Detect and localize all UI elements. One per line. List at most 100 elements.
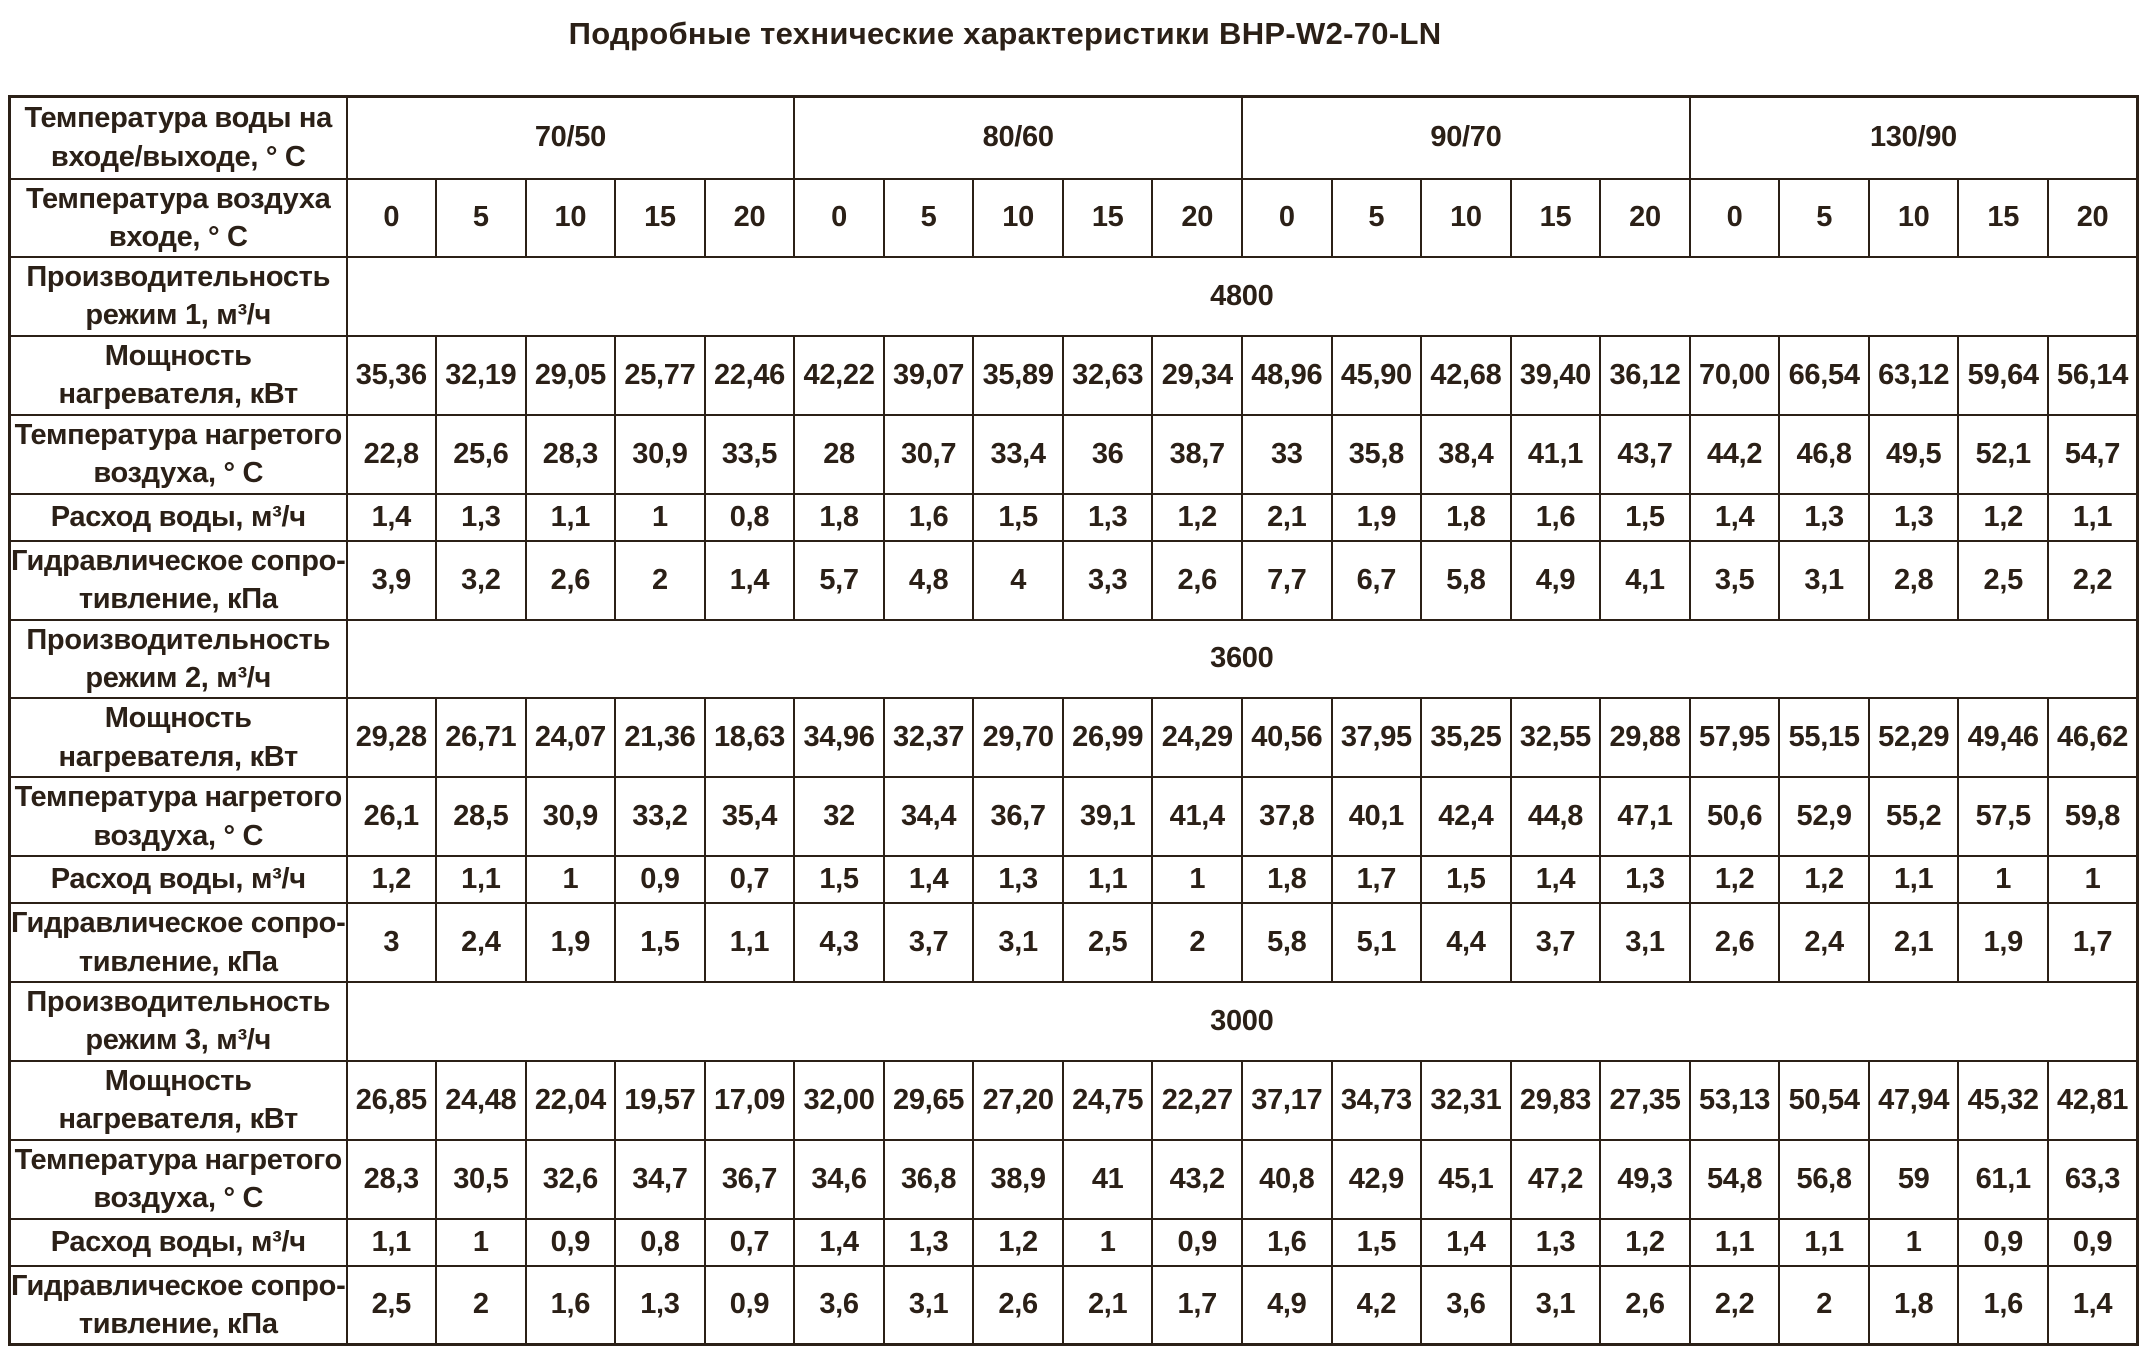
value-cell: 33 [1241, 413, 1333, 495]
row-label-capacity-1: Производительность режим 1, м³/ч [8, 256, 348, 337]
value-cell: 5 [435, 177, 527, 259]
value-cell: 50,54 [1778, 1059, 1870, 1141]
value-cell: 34,73 [1330, 1059, 1423, 1141]
specs-table: Температура воды на входе/выходе, ° С 70… [8, 95, 2140, 1347]
value-cell: 15 [614, 177, 706, 259]
value-cell: 56,14 [2046, 334, 2139, 416]
value-cell: 35,25 [1420, 697, 1512, 779]
value-cell: 1,1 [703, 902, 796, 984]
value-cell: 3,1 [1599, 902, 1691, 984]
value-cell: 1,8 [793, 492, 885, 542]
value-cell: 1,2 [1599, 1217, 1691, 1267]
value-cell: 39,1 [1061, 776, 1154, 858]
water-temp-group-80-60: 80/60 [793, 95, 1244, 180]
value-cell: 0,7 [703, 855, 796, 905]
value-cell: 63,12 [1867, 334, 1960, 416]
value-cell: 1,3 [972, 855, 1064, 905]
value-cell: 66,54 [1778, 334, 1870, 416]
value-cell: 1,1 [1867, 855, 1960, 905]
value-cell: 2,1 [1241, 492, 1333, 542]
value-cell: 37,17 [1241, 1059, 1333, 1141]
value-cell: 52,1 [1957, 413, 2049, 495]
value-cell: 47,94 [1867, 1059, 1960, 1141]
value-cell: 42,81 [2046, 1059, 2139, 1141]
value-cell: 3,6 [793, 1264, 885, 1346]
value-cell: 10 [524, 177, 617, 259]
value-cell: 3,2 [435, 539, 527, 621]
table-row-hydraulic-2: Гидравлическое сопро-тивление, кПа 3 2,4 1… [8, 902, 2139, 984]
value-cell: 1,3 [1778, 492, 1870, 542]
value-cell: 59 [1867, 1138, 1960, 1220]
value-cell: 1 [1957, 855, 2049, 905]
value-cell: 0 [345, 177, 438, 259]
row-label-power-3: Мощность нагревателя, кВт [8, 1059, 348, 1141]
value-cell: 26,85 [345, 1059, 438, 1141]
table-row-power-1: Мощность нагревателя, кВт 35,36 32,19 29,0… [8, 334, 2139, 416]
value-cell: 2,6 [524, 539, 617, 621]
value-cell: 29,05 [524, 334, 617, 416]
value-cell: 46,62 [2046, 697, 2139, 779]
value-cell: 52,29 [1867, 697, 1960, 779]
value-cell: 45,32 [1957, 1059, 2049, 1141]
value-cell: 1,6 [882, 492, 975, 542]
value-cell: 1,2 [1778, 855, 1870, 905]
value-cell: 1,5 [614, 902, 706, 984]
row-label-power-1: Мощность нагревателя, кВт [8, 334, 348, 416]
value-cell: 0,9 [524, 1217, 617, 1267]
value-cell: 21,36 [614, 697, 706, 779]
value-cell: 3,3 [1061, 539, 1154, 621]
value-cell: 35,8 [1330, 413, 1423, 495]
value-cell: 32,00 [793, 1059, 885, 1141]
value-cell: 54,7 [2046, 413, 2139, 495]
value-cell: 2,6 [1151, 539, 1244, 621]
value-cell: 50,6 [1688, 776, 1781, 858]
value-cell: 30,9 [524, 776, 617, 858]
value-cell: 44,8 [1509, 776, 1602, 858]
value-cell: 41,4 [1151, 776, 1244, 858]
value-cell: 24,07 [524, 697, 617, 779]
value-cell: 24,48 [435, 1059, 527, 1141]
value-cell: 3 [345, 902, 438, 984]
value-cell: 57,95 [1688, 697, 1781, 779]
value-cell: 20 [2046, 177, 2139, 259]
value-cell: 30,9 [614, 413, 706, 495]
value-cell: 26,99 [1061, 697, 1154, 779]
row-label-water-flow-3: Расход воды, м³/ч [8, 1217, 348, 1267]
value-cell: 2,5 [1061, 902, 1154, 984]
value-cell: 1,5 [1599, 492, 1691, 542]
water-temp-group-130-90: 130/90 [1688, 95, 2139, 180]
value-cell: 36,8 [882, 1138, 975, 1220]
value-cell: 53,13 [1688, 1059, 1781, 1141]
table-row-water-flow-3: Расход воды, м³/ч 1,1 1 0,9 0,8 0,7 1,4 1,3 1,2… [8, 1217, 2139, 1267]
capacity-value-2: 3600 [345, 618, 2139, 700]
value-cell: 1 [435, 1217, 527, 1267]
value-cell: 29,83 [1509, 1059, 1602, 1141]
value-cell: 3,5 [1688, 539, 1781, 621]
value-cell: 1,3 [614, 1264, 706, 1346]
value-cell: 1,5 [972, 492, 1064, 542]
value-cell: 33,2 [614, 776, 706, 858]
value-cell: 44,2 [1688, 413, 1781, 495]
value-cell: 1,1 [524, 492, 617, 542]
value-cell: 38,7 [1151, 413, 1244, 495]
value-cell: 55,15 [1778, 697, 1870, 779]
value-cell: 26,71 [435, 697, 527, 779]
value-cell: 5 [882, 177, 975, 259]
value-cell: 1,2 [1688, 855, 1781, 905]
value-cell: 3,9 [345, 539, 438, 621]
value-cell: 10 [1867, 177, 1960, 259]
value-cell: 1 [1867, 1217, 1960, 1267]
value-cell: 1,9 [1330, 492, 1423, 542]
value-cell: 29,88 [1599, 697, 1691, 779]
value-cell: 24,75 [1061, 1059, 1154, 1141]
value-cell: 1,3 [882, 1217, 975, 1267]
value-cell: 30,7 [882, 413, 975, 495]
value-cell: 15 [1957, 177, 2049, 259]
row-label-power-2: Мощность нагревателя, кВт [8, 697, 348, 779]
value-cell: 49,3 [1599, 1138, 1691, 1220]
value-cell: 1,5 [1330, 1217, 1423, 1267]
value-cell: 1,6 [524, 1264, 617, 1346]
value-cell: 38,9 [972, 1138, 1064, 1220]
value-cell: 0,9 [614, 855, 706, 905]
value-cell: 15 [1509, 177, 1602, 259]
